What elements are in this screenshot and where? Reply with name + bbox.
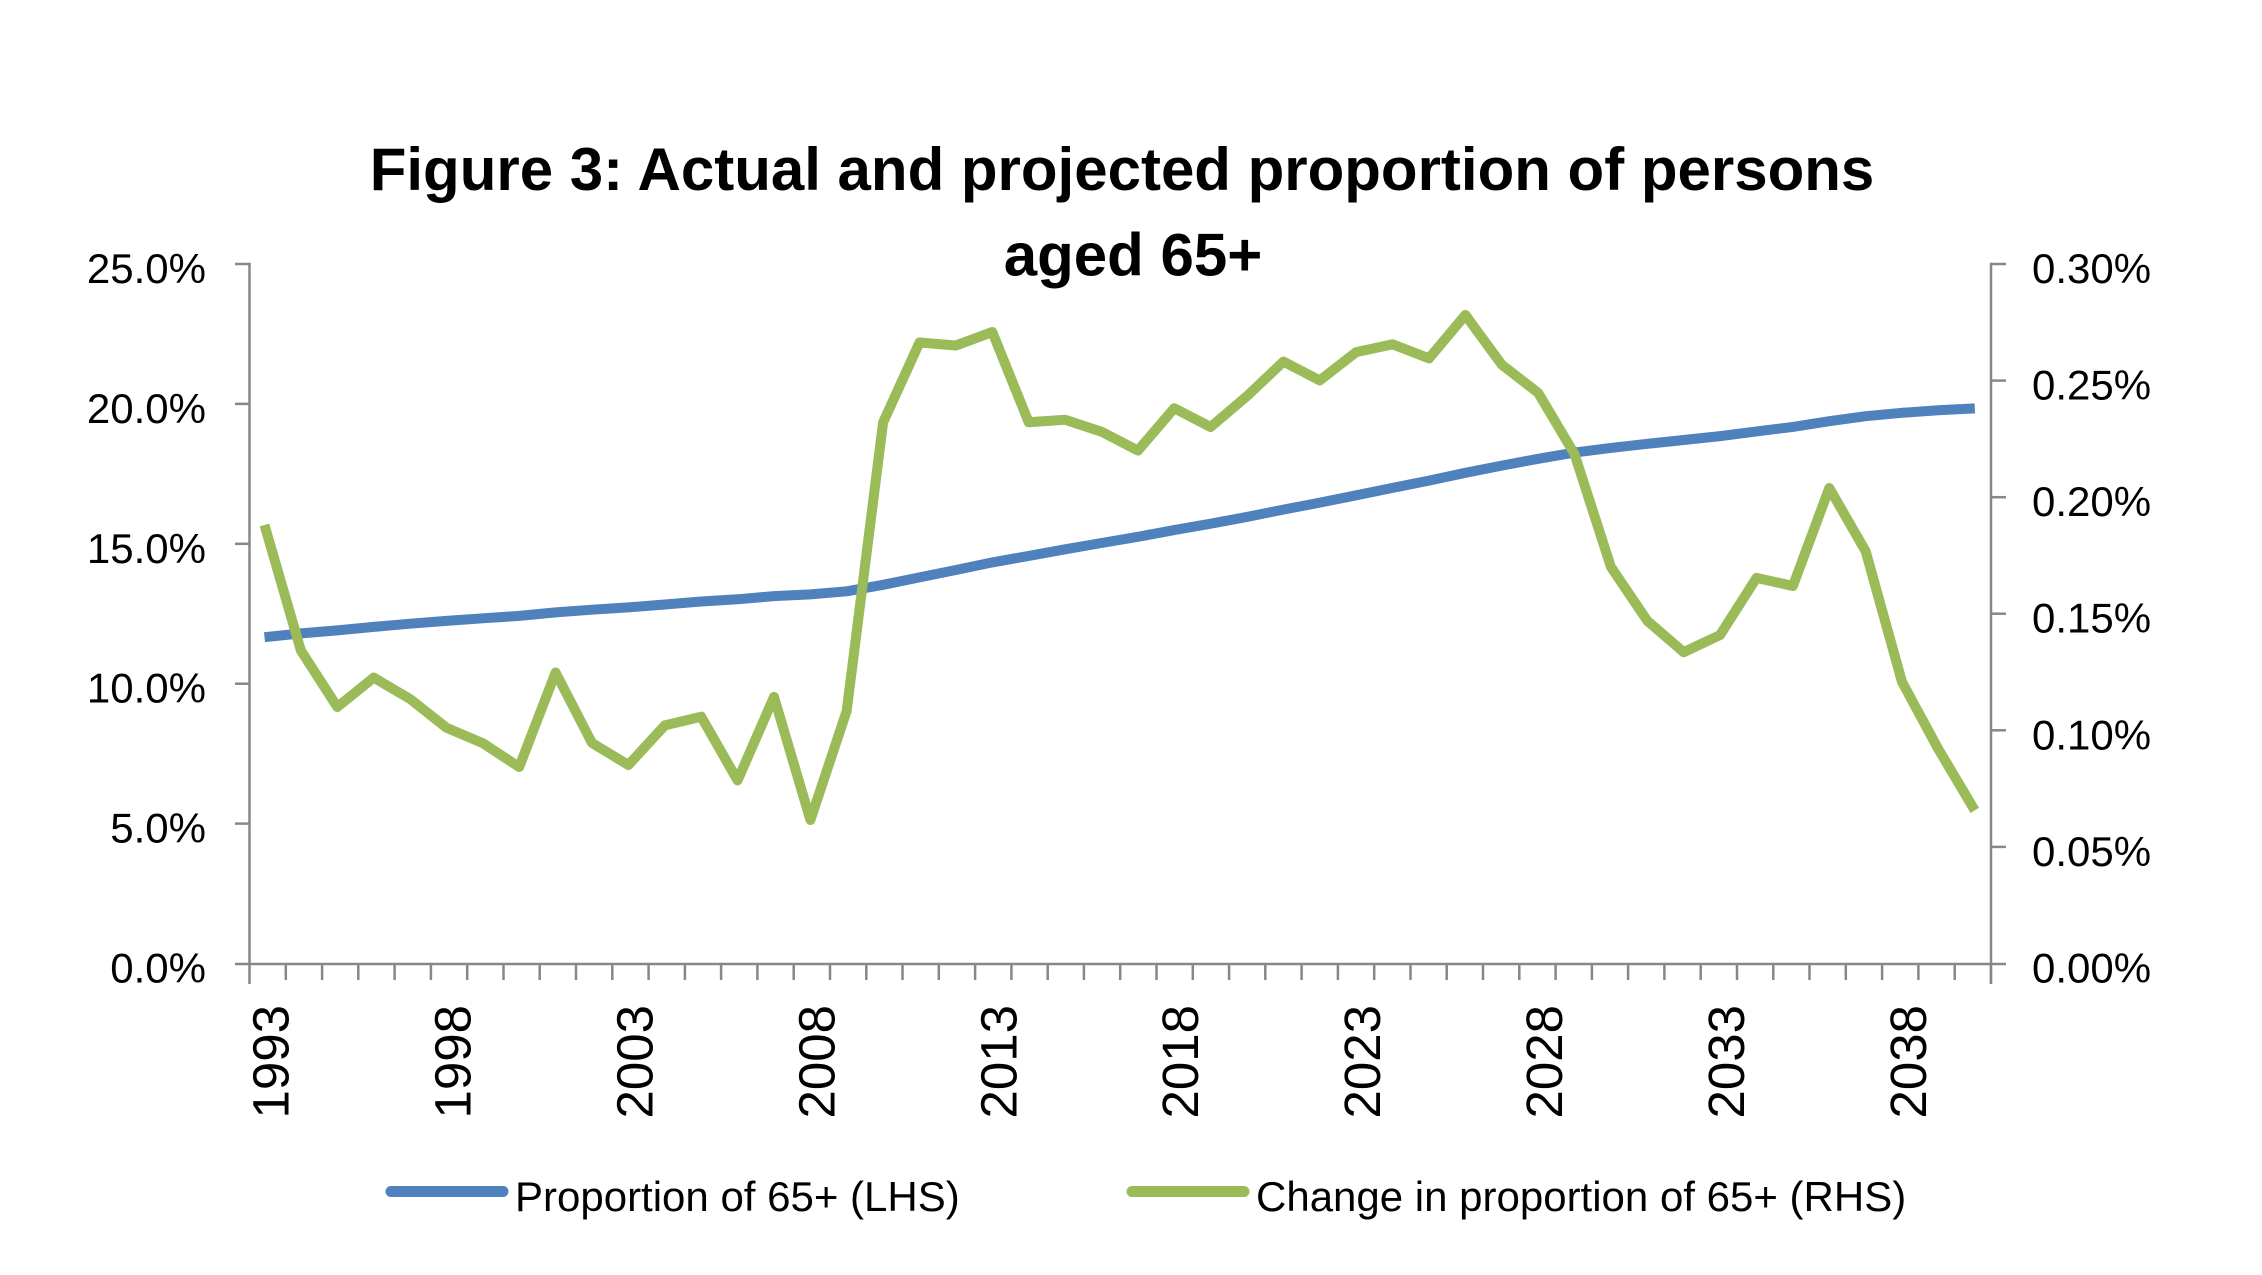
svg-text:5.0%: 5.0% [110,805,206,852]
svg-text:Figure 3: Actual and projected: Figure 3: Actual and projected proportio… [370,136,1875,203]
svg-text:0.10%: 0.10% [2032,711,2151,758]
svg-text:2038: 2038 [1880,1005,1937,1118]
svg-text:1993: 1993 [243,1005,300,1118]
svg-text:2023: 2023 [1334,1005,1391,1118]
svg-text:0.05%: 0.05% [2032,828,2151,875]
svg-text:0.25%: 0.25% [2032,362,2151,409]
svg-text:2018: 2018 [1152,1005,1209,1118]
svg-text:Proportion of 65+ (LHS): Proportion of 65+ (LHS) [515,1173,960,1220]
svg-text:2008: 2008 [788,1005,845,1118]
svg-text:0.20%: 0.20% [2032,478,2151,525]
svg-text:0.0%: 0.0% [110,945,206,992]
svg-text:25.0%: 25.0% [87,245,206,292]
svg-text:2003: 2003 [606,1005,663,1118]
svg-text:2013: 2013 [970,1005,1027,1118]
svg-text:aged 65+: aged 65+ [1004,222,1263,289]
svg-text:0.15%: 0.15% [2032,595,2151,642]
svg-text:20.0%: 20.0% [87,385,206,432]
svg-text:15.0%: 15.0% [87,525,206,572]
svg-text:2033: 2033 [1698,1005,1755,1118]
svg-text:Change in proportion of 65+ (R: Change in proportion of 65+ (RHS) [1256,1173,1906,1220]
svg-text:0.30%: 0.30% [2032,245,2151,292]
svg-text:0.00%: 0.00% [2032,945,2151,992]
svg-text:1998: 1998 [424,1005,481,1118]
svg-text:10.0%: 10.0% [87,665,206,712]
svg-text:2028: 2028 [1516,1005,1573,1118]
